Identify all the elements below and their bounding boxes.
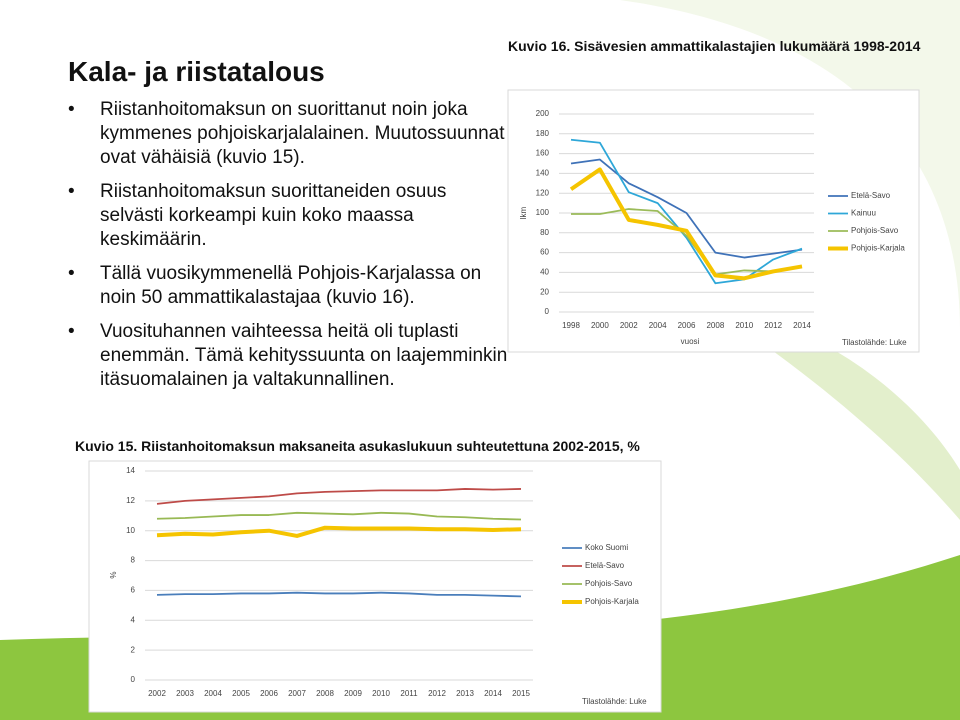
bullet: Tällä vuosikymmenellä Pohjois-Karjalassa… bbox=[68, 262, 508, 310]
x-tick-label: 2012 bbox=[764, 321, 782, 330]
legend-label: Pohjois-Savo bbox=[851, 226, 899, 235]
x-tick-label: 2004 bbox=[649, 321, 667, 330]
source: Tilastolähde: Luke bbox=[842, 338, 907, 347]
x-tick-label: 2014 bbox=[484, 689, 502, 698]
y-tick-label: 100 bbox=[536, 208, 550, 217]
bullet: Vuosituhannen vaihteessa heitä oli tupla… bbox=[68, 320, 508, 392]
chart-frame bbox=[88, 460, 662, 713]
data-line bbox=[156, 591, 522, 598]
data-line bbox=[569, 167, 803, 281]
legend-label: Kainuu bbox=[851, 209, 876, 218]
x-tick-label: 2014 bbox=[793, 321, 811, 330]
chart-title: Kuvio 15. Riistanhoitomaksun maksaneita … bbox=[75, 438, 640, 454]
y-tick-label: 200 bbox=[536, 109, 550, 118]
decoration bbox=[620, 0, 960, 330]
y-tick-label: 160 bbox=[536, 149, 550, 158]
x-tick-label: 2008 bbox=[706, 321, 724, 330]
y-axis-label: lkm bbox=[519, 206, 528, 219]
y-tick-label: 4 bbox=[131, 615, 136, 624]
y-tick-label: 2 bbox=[131, 645, 136, 654]
bullet-list: Riistanhoitomaksun on suorittanut noin j… bbox=[68, 98, 508, 402]
x-tick-label: 2003 bbox=[176, 689, 194, 698]
y-tick-label: 6 bbox=[131, 586, 136, 595]
data-line bbox=[571, 208, 803, 276]
x-tick-label: 2012 bbox=[428, 689, 446, 698]
y-tick-label: 0 bbox=[545, 307, 550, 316]
data-line bbox=[570, 158, 803, 259]
y-tick-label: 14 bbox=[126, 466, 135, 475]
x-tick-label: 2002 bbox=[620, 321, 638, 330]
legend-label: Koko Suomi bbox=[585, 543, 628, 552]
bullet: Riistanhoitomaksun on suorittanut noin j… bbox=[68, 98, 508, 170]
y-tick-label: 12 bbox=[126, 496, 135, 505]
legend-label: Etelä-Savo bbox=[585, 561, 625, 570]
x-tick-label: 2006 bbox=[260, 689, 278, 698]
slide-title: Kala- ja riistatalous bbox=[68, 56, 325, 87]
legend-label: Pohjois-Karjala bbox=[585, 597, 639, 606]
y-tick-label: 0 bbox=[131, 675, 136, 684]
x-tick-label: 2013 bbox=[456, 689, 474, 698]
source: Tilastolähde: Luke bbox=[582, 697, 647, 706]
y-tick-label: 60 bbox=[540, 248, 549, 257]
y-tick-label: 80 bbox=[540, 228, 549, 237]
legend-label: Pohjois-Savo bbox=[585, 579, 633, 588]
data-line bbox=[570, 138, 803, 285]
x-tick-label: 2010 bbox=[372, 689, 390, 698]
legend-label: Etelä-Savo bbox=[851, 191, 891, 200]
y-tick-label: 8 bbox=[131, 556, 136, 565]
y-tick-label: 180 bbox=[536, 129, 550, 138]
y-tick-label: 120 bbox=[536, 188, 550, 197]
x-tick-label: 2005 bbox=[232, 689, 250, 698]
x-tick-label: 2002 bbox=[148, 689, 166, 698]
y-axis-label: % bbox=[109, 571, 118, 578]
chart-title: Kuvio 16. Sisävesien ammattikalastajien … bbox=[508, 38, 921, 54]
data-line bbox=[156, 511, 522, 521]
x-tick-label: 2008 bbox=[316, 689, 334, 698]
decoration bbox=[700, 300, 960, 520]
x-tick-label: 2010 bbox=[735, 321, 753, 330]
y-tick-label: 40 bbox=[540, 268, 549, 277]
data-line bbox=[156, 525, 522, 538]
bullet: Riistanhoitomaksun suorittaneiden osuus … bbox=[68, 180, 508, 252]
y-tick-label: 140 bbox=[536, 169, 550, 178]
x-tick-label: 2007 bbox=[288, 689, 306, 698]
y-tick-label: 20 bbox=[540, 287, 549, 296]
x-tick-label: 2004 bbox=[204, 689, 222, 698]
x-tick-label: 2000 bbox=[591, 321, 609, 330]
y-tick-label: 10 bbox=[126, 526, 135, 535]
legend-label: Pohjois-Karjala bbox=[851, 244, 905, 253]
x-tick-label: 1998 bbox=[562, 321, 580, 330]
x-tick-label: 2011 bbox=[400, 689, 418, 698]
x-axis-label: vuosi bbox=[681, 337, 700, 346]
data-line bbox=[156, 488, 522, 505]
chart-frame bbox=[507, 89, 920, 353]
x-tick-label: 2015 bbox=[512, 689, 530, 698]
x-tick-label: 2006 bbox=[678, 321, 696, 330]
x-tick-label: 2009 bbox=[344, 689, 362, 698]
